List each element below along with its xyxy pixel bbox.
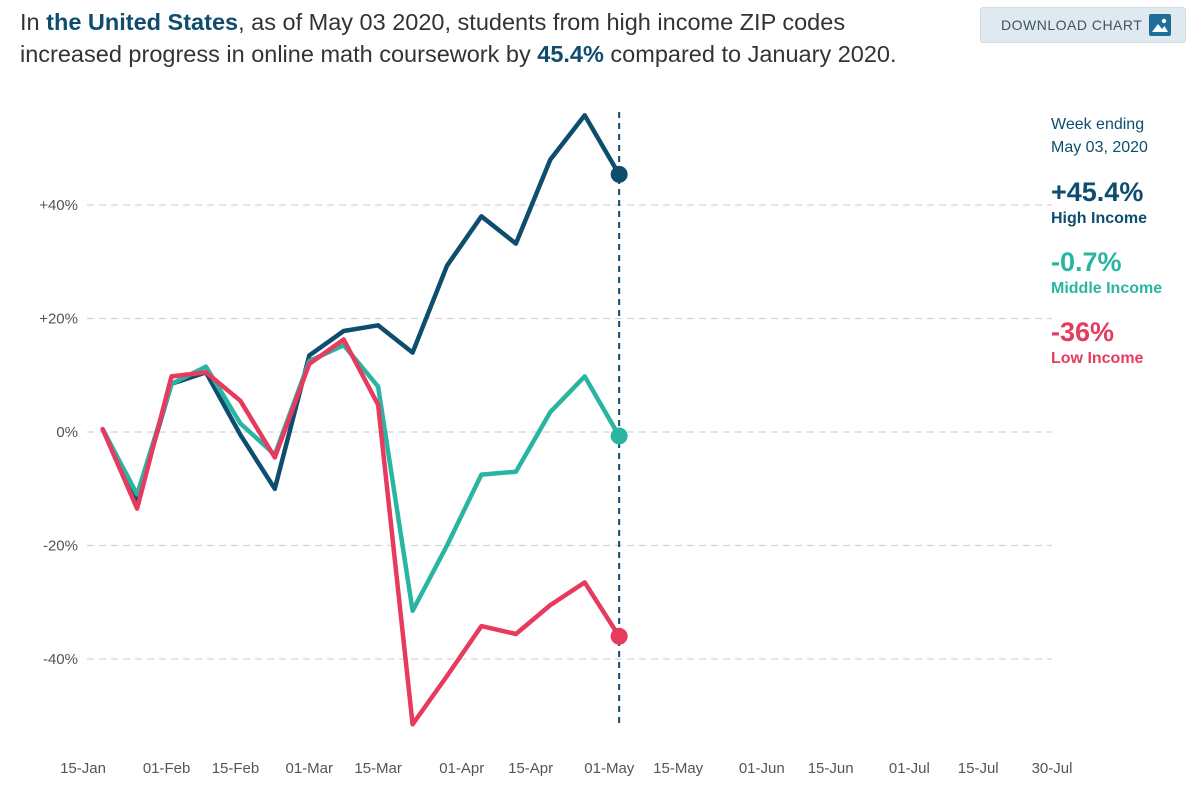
series-line-0: [100, 113, 622, 503]
legend-week-label: Week ending: [1051, 116, 1145, 133]
legend-value-1: -0.7%: [1051, 247, 1122, 277]
headline-prefix: In: [20, 9, 47, 35]
x-tick-label-0: 15-Jan: [60, 760, 106, 777]
series-line-1: [100, 342, 622, 614]
series-end-point-0: [610, 165, 628, 183]
legend-week-date: May 03, 2020: [1051, 139, 1148, 156]
x-tick-label-4: 15-Mar: [354, 760, 402, 777]
x-tick-label-6: 15-Apr: [508, 760, 553, 777]
y-tick-label-0: +40%: [39, 197, 78, 214]
x-tick-label-1: 01-Feb: [143, 760, 191, 777]
x-axis-ticks: 15-Jan 01-Feb 15-Feb 01-Mar 15-Mar 01-Apr 15-A…: [60, 760, 1072, 777]
image-icon: [1149, 14, 1171, 36]
x-tick-label-3: 01-Mar: [286, 760, 334, 777]
x-tick-label-12: 15-Jul: [958, 760, 999, 777]
week-marker: [610, 112, 628, 728]
headline-suffix: compared to January 2020.: [603, 41, 897, 67]
download-chart-button[interactable]: DOWNLOAD CHART: [980, 7, 1186, 43]
x-tick-label-13: 30-Jul: [1032, 760, 1073, 777]
x-tick-label-9: 01-Jun: [739, 760, 785, 777]
headline-place[interactable]: the United States: [46, 9, 239, 35]
series-lines: [100, 113, 622, 727]
legend-name-2: Low Income: [1051, 350, 1144, 367]
y-tick-label-3: -20%: [43, 538, 78, 555]
series-line-2: [100, 337, 622, 727]
y-tick-label-1: +20%: [39, 311, 78, 328]
x-tick-label-2: 15-Feb: [212, 760, 260, 777]
x-tick-label-10: 15-Jun: [808, 760, 854, 777]
x-tick-label-5: 01-Apr: [439, 760, 484, 777]
legend-value-2: -36%: [1051, 317, 1115, 347]
y-axis-ticks: +40% +20% 0% -20% -40%: [39, 197, 78, 668]
grid-lines: [87, 204, 1052, 660]
series-end-point-2: [610, 627, 628, 645]
y-tick-label-4: -40%: [43, 651, 78, 668]
series-end-point-1: [610, 427, 628, 445]
chart-legend: Week ending May 03, 2020 +45.4% High Inco…: [1051, 113, 1196, 369]
x-tick-label-11: 01-Jul: [889, 760, 930, 777]
chart-headline: In the United States, as of May 03 2020,…: [20, 6, 920, 70]
legend-name-0: High Income: [1051, 210, 1148, 227]
x-tick-label-8: 15-May: [653, 760, 704, 777]
x-tick-label-7: 01-May: [584, 760, 635, 777]
headline-mid: , as of May 03 2020, students from high …: [20, 9, 846, 67]
legend-name-1: Middle Income: [1051, 280, 1163, 297]
headline-pct: 45.4%: [537, 41, 604, 67]
y-tick-label-2: 0%: [56, 424, 78, 441]
legend-value-0: +45.4%: [1051, 177, 1144, 207]
download-chart-label: DOWNLOAD CHART: [1001, 17, 1143, 33]
